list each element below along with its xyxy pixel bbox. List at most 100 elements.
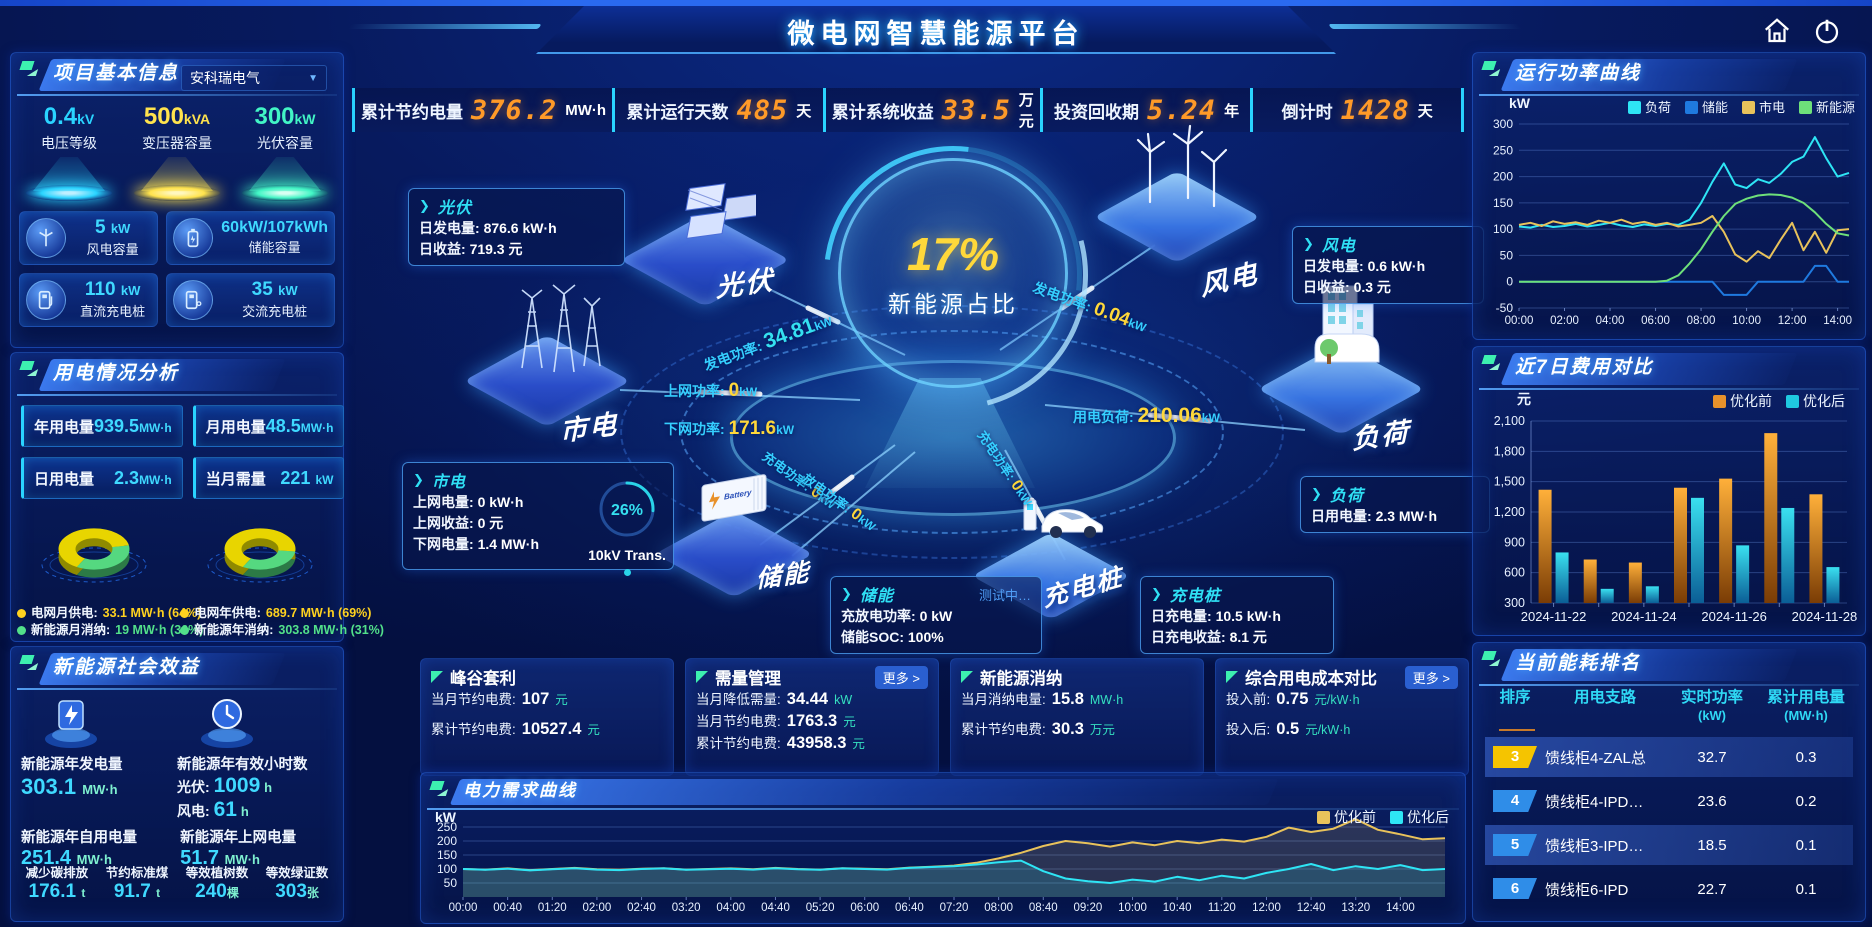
panel-header: 项目基本信息 安科瑞电气 ▼ <box>17 57 337 96</box>
svg-text:02:00: 02:00 <box>583 902 612 914</box>
svg-text:200: 200 <box>437 834 457 848</box>
ratio-label: 新能源占比 <box>888 291 1018 317</box>
svg-text:08:00: 08:00 <box>1687 315 1716 327</box>
card-wind-capacity: 5 kW 风电容量 <box>19 211 159 265</box>
svg-text:600: 600 <box>1504 566 1525 580</box>
stat-unit: 年 <box>1224 102 1240 120</box>
panel-title: 当前能耗排名 <box>1515 653 1642 674</box>
wind-info-box: ❯ 风电 日发电量: 0.6 kW·h 日收益: 0.3 元 <box>1292 226 1484 304</box>
svg-text:11:20: 11:20 <box>1208 902 1236 914</box>
usage-stats: 年用电量 939.5MW·h 月用电量 48.5MW·h 日用电量 2.3MW·… <box>11 393 345 503</box>
svg-text:08:40: 08:40 <box>1029 902 1058 914</box>
stat-label: 累计系统收益 <box>831 102 934 122</box>
flow-storage-discharge: 放电功率: 0kW <box>799 470 879 535</box>
card-dc-charger: 110 kW 直流充电桩 <box>19 273 159 327</box>
y-axis-label: kW <box>435 809 456 825</box>
battery-icon <box>173 218 214 258</box>
svg-text:05:20: 05:20 <box>806 902 835 914</box>
month-energy-donut-chart <box>19 505 169 605</box>
arrow-icon: ❯ <box>413 472 424 487</box>
panel-header: 新能源社会效益 <box>17 651 337 690</box>
header-band <box>536 6 1336 54</box>
energy-pedestal-icon <box>39 693 103 751</box>
stat-value: 33.5 <box>941 94 1011 126</box>
benefit-generation: 新能源年发电量 303.1 MW·h <box>21 693 177 822</box>
clock-pedestal-icon <box>195 693 259 751</box>
table-row: 5 馈线柜3-IPD… 18.5 0.1 <box>1485 825 1853 865</box>
stat-unit: 天 <box>1417 102 1433 120</box>
energy-donuts <box>11 505 343 605</box>
svg-text:26%: 26% <box>611 502 643 519</box>
charger-info-box: ❯ 充电桩 日充电量: 10.5 kW·h 日充电收益: 8.1 元 <box>1140 576 1334 654</box>
card-corner-icon <box>1226 671 1238 683</box>
svg-text:2024-11-22: 2024-11-22 <box>1521 609 1587 624</box>
rank-badge: 3 <box>1493 746 1537 768</box>
stat-year-usage: 年用电量 939.5MW·h <box>21 405 183 447</box>
benefit-certs: 等效绿证数 303张 <box>265 866 329 902</box>
summary-stats-bar: 累计节约电量 376.2 MW·h 累计运行天数 485 天 累计系统收益 33… <box>352 88 1465 132</box>
svg-text:0: 0 <box>1506 275 1513 289</box>
svg-text:10:40: 10:40 <box>1163 902 1192 914</box>
card-corner-icon <box>431 671 443 683</box>
stat-payback-period: 投资回收期 5.24 年 <box>1039 88 1251 132</box>
storage-platform <box>654 510 814 598</box>
panel-title: 电力需求曲线 <box>463 781 577 800</box>
more-button[interactable]: 更多 > <box>874 665 928 689</box>
chevron-down-icon: ▼ <box>308 72 318 84</box>
demand-legend: 优化前 优化后 <box>1317 807 1449 827</box>
cone-transformer-capacity: 500kVA 变压器容量 <box>127 103 227 201</box>
donut-legends: 电网月供电: 33.1 MW·h (64%) 新能源月消纳: 19 MW·h (36… <box>11 605 384 645</box>
svg-text:900: 900 <box>1504 535 1525 549</box>
stat-day-usage: 日用电量 2.3MW·h <box>21 457 183 499</box>
panel-cost-compare: 近7日费用对比 元 优化前 优化后 300 600 900 1,200 1,500 1,8… <box>1472 346 1866 636</box>
rank-badge: 4 <box>1493 790 1537 812</box>
svg-text:2,100: 2,100 <box>1494 414 1525 428</box>
svg-text:06:00: 06:00 <box>850 902 879 914</box>
arrow-icon: ❯ <box>1151 586 1162 601</box>
benefit-mid: 新能源年自用电量 251.4 MW·h 新能源年上网电量 51.7 MW·h <box>11 824 343 870</box>
more-button[interactable]: 更多 > <box>1404 665 1458 689</box>
year-donut-legend: 电网年供电: 689.7 MW·h (69%) 新能源年消纳: 303.8 MW·h… <box>180 605 384 639</box>
gauge-dot <box>623 569 631 576</box>
year-energy-donut-chart <box>185 505 335 605</box>
svg-text:02:40: 02:40 <box>627 902 656 914</box>
power-icon[interactable] <box>1812 16 1842 46</box>
cost-compare-chart: 300 600 900 1,200 1,500 1,800 2,100 2024-11-22 2… <box>1479 411 1857 627</box>
svg-text:150: 150 <box>437 848 457 862</box>
arrow-icon: ❯ <box>419 198 430 213</box>
storage-status: 测试中… <box>978 587 1031 603</box>
card-corner-icon <box>961 671 973 683</box>
panel-title: 近7日费用对比 <box>1515 357 1654 378</box>
panel-energy-rank: 当前能耗排名 排序 用电支路 实时功率 (kW) 累计用电量 (MW·h) 3 馈线… <box>1472 642 1866 922</box>
table-row: 4 馈线柜4-IPD… 23.6 0.2 <box>1485 781 1853 821</box>
company-select[interactable]: 安科瑞电气 ▼ <box>181 65 327 91</box>
load-platform <box>1257 343 1425 435</box>
panel-title: 运行功率曲线 <box>1515 63 1642 84</box>
card-ac-charger: 35 kW 交流充电桩 <box>166 273 335 327</box>
stat-unit: 天 <box>796 102 812 120</box>
panel-header: 用电情况分析 <box>17 357 337 396</box>
stat-value: 1428 <box>1340 94 1410 126</box>
svg-text:Battery: Battery <box>724 488 752 502</box>
svg-text:04:00: 04:00 <box>1596 315 1625 327</box>
stat-countdown: 倒计时 1428 天 <box>1250 88 1465 132</box>
wind-turbine-icon <box>26 218 66 258</box>
kpi-peak-valley-arbitrage: 峰谷套利 当月节约电费: 107 元 累计节约电费: 10527.4 元 <box>420 658 674 776</box>
stat-value: 5.24 <box>1147 94 1217 126</box>
home-icon[interactable] <box>1762 16 1792 46</box>
panel-title: 新能源社会效益 <box>53 657 201 678</box>
svg-text:150: 150 <box>1493 196 1513 210</box>
stat-label: 累计运行天数 <box>626 102 729 122</box>
svg-text:1,500: 1,500 <box>1494 475 1525 489</box>
stat-unit: MW·h <box>565 101 607 119</box>
svg-text:100: 100 <box>437 862 457 876</box>
panel-header: 电力需求曲线 <box>427 777 1459 810</box>
new-energy-ratio: 17% 新能源占比 <box>838 158 1068 388</box>
ratio-value: 17% <box>906 228 1000 280</box>
svg-text:09:20: 09:20 <box>1074 902 1103 914</box>
wind-platform <box>1093 171 1261 263</box>
kpi-new-energy-consumption: 新能源消纳 当月消纳电量: 15.8 MW·h 累计节约电费: 30.3 万元 <box>950 658 1204 776</box>
benefit-minis: 减少碳排放 176.1 t 节约标准煤 91.7 t 等效植树数 240棵 等效… <box>11 862 343 909</box>
svg-text:50: 50 <box>1500 248 1514 262</box>
svg-text:12:00: 12:00 <box>1252 902 1281 914</box>
